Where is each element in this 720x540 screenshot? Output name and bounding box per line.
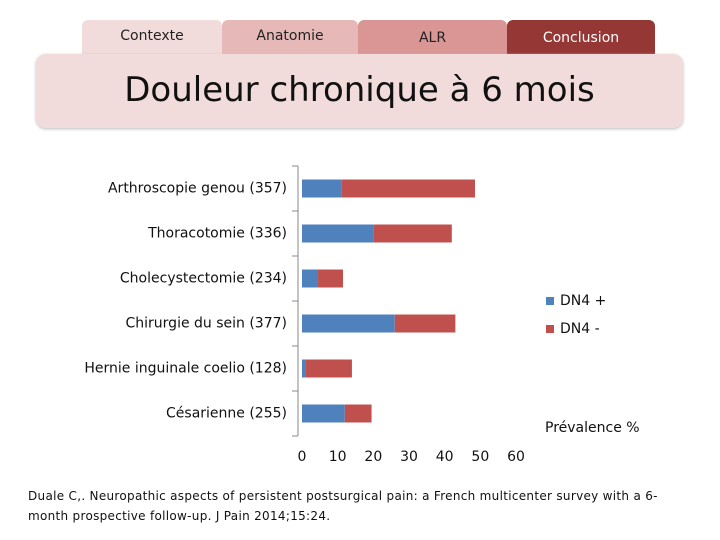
- x-axis-label: Prévalence %: [545, 420, 640, 436]
- legend-label: DN4 +: [560, 293, 606, 309]
- y-tick-label: Césarienne (255): [166, 406, 287, 422]
- legend-swatch: [546, 325, 554, 333]
- bar: [305, 359, 352, 378]
- bar: [302, 404, 345, 423]
- citation: Duale C,. Neuropathic aspects of persist…: [28, 489, 658, 523]
- chart-title: Douleur chronique à 6 mois: [124, 70, 595, 110]
- y-tick-label: Cholecystectomie (234): [120, 271, 287, 287]
- y-tick-label: Arthroscopie genou (357): [108, 181, 287, 197]
- legend-swatch: [546, 297, 554, 305]
- y-tick-label: Thoracotomie (336): [147, 226, 287, 242]
- tab[interactable]: Conclusion: [507, 20, 655, 54]
- legend-label: DN4 -: [560, 321, 600, 337]
- bar: [302, 224, 374, 243]
- x-tick-label: 0: [298, 449, 307, 465]
- bar: [341, 179, 475, 198]
- bar: [302, 179, 342, 198]
- bar: [302, 314, 395, 333]
- title-box: Douleur chronique à 6 mois: [36, 54, 683, 128]
- bar: [318, 269, 344, 288]
- y-tick-label: Hernie inguinale coelio (128): [84, 361, 287, 377]
- x-tick-label: 50: [471, 449, 489, 465]
- bar: [302, 269, 319, 288]
- bar: [394, 314, 456, 333]
- bar: [302, 359, 306, 378]
- tab[interactable]: Anatomie: [222, 20, 358, 54]
- tab[interactable]: Contexte: [82, 20, 222, 54]
- x-tick-label: 30: [400, 449, 418, 465]
- x-tick-label: 60: [507, 449, 525, 465]
- tab[interactable]: ALR: [358, 20, 507, 54]
- x-tick-label: 20: [364, 449, 382, 465]
- y-tick-label: Chirurgie du sein (377): [126, 316, 288, 332]
- x-tick-label: 10: [329, 449, 347, 465]
- bar: [373, 224, 452, 243]
- bar: [344, 404, 372, 423]
- x-tick-label: 40: [436, 449, 454, 465]
